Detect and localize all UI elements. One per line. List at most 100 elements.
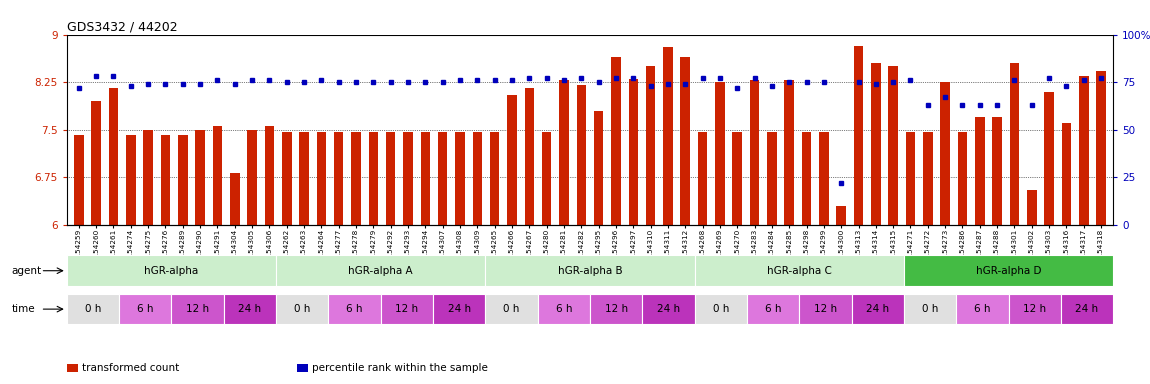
Bar — [334, 131, 344, 225]
Bar — [282, 131, 291, 225]
Text: 24 h: 24 h — [866, 304, 889, 314]
Bar — [473, 131, 482, 225]
Bar — [109, 88, 118, 225]
Bar — [538, 294, 590, 324]
Bar — [664, 47, 673, 225]
Bar — [120, 294, 171, 324]
Bar — [329, 294, 381, 324]
Bar — [542, 131, 551, 225]
Text: 24 h: 24 h — [657, 304, 680, 314]
Bar — [247, 130, 256, 225]
Bar — [74, 135, 84, 225]
Text: 12 h: 12 h — [396, 304, 419, 314]
Bar — [1027, 190, 1036, 225]
Text: hGR-alpha: hGR-alpha — [144, 266, 199, 276]
Bar — [178, 135, 187, 225]
Bar — [264, 126, 274, 225]
Bar — [1079, 76, 1089, 225]
Bar — [819, 131, 829, 225]
Bar — [1096, 71, 1106, 225]
Bar — [695, 294, 748, 324]
Text: 0 h: 0 h — [504, 304, 520, 314]
Bar — [784, 80, 794, 225]
Bar — [853, 46, 864, 225]
Bar — [144, 130, 153, 225]
Text: GDS3432 / 44202: GDS3432 / 44202 — [67, 20, 177, 33]
Text: 6 h: 6 h — [974, 304, 990, 314]
Text: agent: agent — [12, 266, 41, 276]
Text: 24 h: 24 h — [238, 304, 261, 314]
Text: 6 h: 6 h — [555, 304, 572, 314]
Bar — [438, 131, 447, 225]
Bar — [67, 255, 276, 286]
Text: 0 h: 0 h — [85, 304, 101, 314]
Bar — [1010, 63, 1019, 225]
Text: hGR-alpha C: hGR-alpha C — [767, 266, 831, 276]
Bar — [906, 131, 915, 225]
Bar — [836, 206, 846, 225]
Bar — [750, 80, 759, 225]
Bar — [386, 131, 396, 225]
Text: transformed count: transformed count — [82, 363, 179, 373]
Bar — [223, 294, 276, 324]
Bar — [1044, 92, 1053, 225]
Bar — [524, 88, 534, 225]
Bar — [767, 131, 776, 225]
Text: time: time — [12, 304, 36, 314]
Text: 12 h: 12 h — [1024, 304, 1046, 314]
Bar — [611, 57, 621, 225]
Bar — [941, 82, 950, 225]
Bar — [404, 131, 413, 225]
Bar — [126, 135, 136, 225]
Bar — [851, 294, 904, 324]
Bar — [213, 126, 222, 225]
Bar — [455, 131, 465, 225]
Bar — [559, 80, 569, 225]
Bar — [485, 255, 695, 286]
Bar — [351, 131, 361, 225]
Bar — [161, 135, 170, 225]
Text: 24 h: 24 h — [447, 304, 470, 314]
Text: 0 h: 0 h — [713, 304, 729, 314]
Bar — [576, 85, 586, 225]
Bar — [590, 294, 643, 324]
Bar — [432, 294, 485, 324]
Text: 24 h: 24 h — [1075, 304, 1098, 314]
Bar — [196, 130, 205, 225]
Bar — [733, 131, 742, 225]
Bar — [871, 63, 881, 225]
Bar — [276, 255, 485, 286]
Text: 12 h: 12 h — [605, 304, 628, 314]
Text: 6 h: 6 h — [137, 304, 153, 314]
Text: hGR-alpha B: hGR-alpha B — [558, 266, 622, 276]
Bar — [91, 101, 101, 225]
Bar — [381, 294, 432, 324]
Bar — [904, 294, 957, 324]
Bar — [629, 79, 638, 225]
Bar — [316, 131, 327, 225]
Bar — [485, 294, 538, 324]
Bar — [992, 117, 1002, 225]
Bar — [889, 66, 898, 225]
Text: hGR-alpha D: hGR-alpha D — [976, 266, 1041, 276]
Bar — [171, 294, 223, 324]
Text: percentile rank within the sample: percentile rank within the sample — [312, 363, 488, 373]
Bar — [490, 131, 499, 225]
Text: 0 h: 0 h — [294, 304, 311, 314]
Text: 12 h: 12 h — [814, 304, 837, 314]
Text: 0 h: 0 h — [922, 304, 938, 314]
Bar — [799, 294, 851, 324]
Bar — [802, 131, 811, 225]
Bar — [748, 294, 799, 324]
Bar — [299, 131, 309, 225]
Bar — [421, 131, 430, 225]
Bar — [276, 294, 329, 324]
Bar — [507, 95, 516, 225]
Bar — [698, 131, 707, 225]
Bar — [1060, 294, 1113, 324]
Bar — [681, 57, 690, 225]
Bar — [643, 294, 695, 324]
Text: 12 h: 12 h — [186, 304, 209, 314]
Bar — [715, 82, 724, 225]
Bar — [1061, 123, 1071, 225]
